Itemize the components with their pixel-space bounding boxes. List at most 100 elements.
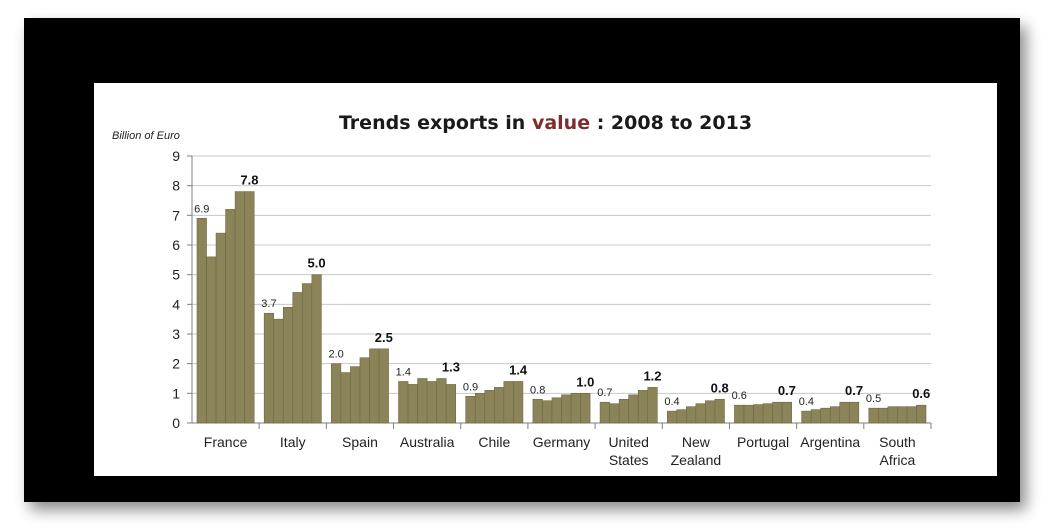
- data-label-last: 0.7: [778, 383, 796, 398]
- bar: [196, 218, 207, 424]
- bar: [292, 292, 303, 424]
- bar: [820, 407, 831, 424]
- bar: [263, 312, 275, 424]
- bar: [465, 395, 476, 424]
- y-tick-label: 5: [172, 267, 180, 283]
- bar: [839, 401, 850, 424]
- bar: [801, 410, 812, 424]
- data-label-last: 1.3: [442, 360, 460, 375]
- data-label-first: 0.5: [866, 393, 881, 405]
- bar: [781, 401, 792, 424]
- chart-panel: Trends exports in value : 2008 to 2013 B…: [94, 83, 997, 476]
- bar: [234, 191, 245, 424]
- bar: [676, 409, 687, 424]
- y-tick-label: 9: [172, 148, 180, 164]
- bar: [868, 407, 879, 424]
- x-category-label: Zealand: [671, 452, 722, 468]
- bar: [906, 406, 917, 424]
- bar-chart: 0 1 2 3 4 5 6 7 8 9 6.9 7.8 France 3.7 5.0 Italy 2.0 2.5 S…: [172, 148, 932, 468]
- chart-title-highlight: value: [531, 112, 591, 134]
- y-tick-label: 8: [172, 178, 180, 194]
- x-category-label: United: [608, 434, 648, 450]
- bar: [666, 410, 678, 424]
- bar: [551, 397, 562, 424]
- bar: [273, 318, 284, 424]
- data-label-first: 0.6: [732, 390, 747, 402]
- data-label-last: 0.6: [912, 386, 930, 401]
- bar: [599, 401, 610, 424]
- x-category-label: Portugal: [737, 434, 789, 450]
- bar: [282, 307, 294, 424]
- bar: [407, 384, 418, 424]
- bar: [637, 390, 649, 424]
- bar: [215, 232, 226, 424]
- bar: [848, 401, 860, 424]
- y-tick-label: 3: [172, 326, 180, 342]
- bar: [398, 381, 409, 424]
- bar: [542, 400, 553, 424]
- bar: [359, 357, 370, 424]
- bar: [714, 398, 725, 424]
- data-label-first: 1.4: [396, 366, 411, 378]
- bar: [916, 404, 927, 424]
- data-label-last: 2.5: [375, 330, 393, 345]
- bar: [484, 390, 495, 424]
- bar: [609, 403, 620, 424]
- bar: [369, 348, 380, 424]
- chart-title-part-2: : 2008 to 2013: [590, 112, 753, 134]
- chart-title: Trends exports in value : 2008 to 2013: [94, 112, 997, 134]
- data-label-first: 3.7: [261, 298, 276, 310]
- bar: [772, 401, 783, 424]
- data-label-first: 0.9: [463, 381, 478, 393]
- data-label-last: 7.8: [240, 173, 258, 188]
- chart-title-part-1: Trends exports in: [338, 112, 532, 134]
- y-tick-label: 0: [172, 415, 180, 431]
- bar: [743, 404, 754, 424]
- bar: [445, 384, 457, 424]
- data-label-first: 0.7: [597, 387, 612, 399]
- y-tick-label: 6: [172, 237, 180, 253]
- bar: [417, 378, 428, 424]
- bar: [887, 406, 898, 424]
- bar: [331, 363, 342, 424]
- x-category-label: Argentina: [800, 434, 860, 450]
- bar: [532, 398, 543, 424]
- bar: [561, 394, 572, 424]
- bar: [513, 381, 524, 424]
- x-category-label: Spain: [342, 434, 378, 450]
- bar: [474, 393, 486, 424]
- bar: [580, 393, 591, 424]
- bar: [570, 393, 581, 424]
- bar: [705, 400, 716, 424]
- bar: [829, 406, 841, 424]
- bar: [436, 378, 447, 424]
- x-category-label: France: [204, 434, 248, 450]
- bar: [734, 404, 745, 424]
- bar: [350, 366, 361, 424]
- y-tick-label: 1: [172, 385, 180, 401]
- data-label-last: 0.8: [711, 380, 729, 395]
- x-category-label: Australia: [400, 434, 455, 450]
- bar: [762, 403, 773, 424]
- bar: [244, 191, 255, 424]
- x-category-label: New: [682, 434, 711, 450]
- data-label-last: 0.7: [845, 383, 863, 398]
- bar: [225, 209, 236, 424]
- bar: [628, 394, 639, 424]
- y-axis-label: Billion of Euro: [112, 130, 180, 142]
- bar: [311, 274, 322, 424]
- bar: [753, 404, 764, 424]
- data-label-last: 1.4: [509, 362, 528, 377]
- y-tick-label: 4: [172, 296, 180, 312]
- data-label-last: 1.0: [576, 374, 594, 389]
- bar: [426, 381, 437, 424]
- x-category-label: Italy: [280, 434, 306, 450]
- x-category-label: States: [609, 452, 649, 468]
- data-label-first: 0.4: [799, 396, 814, 408]
- y-tick-label: 7: [172, 207, 180, 223]
- x-category-label: Germany: [533, 434, 591, 450]
- bar: [503, 381, 514, 424]
- data-label-first: 6.9: [194, 203, 209, 215]
- black-frame: Trends exports in value : 2008 to 2013 B…: [24, 18, 1020, 502]
- bar: [206, 256, 217, 424]
